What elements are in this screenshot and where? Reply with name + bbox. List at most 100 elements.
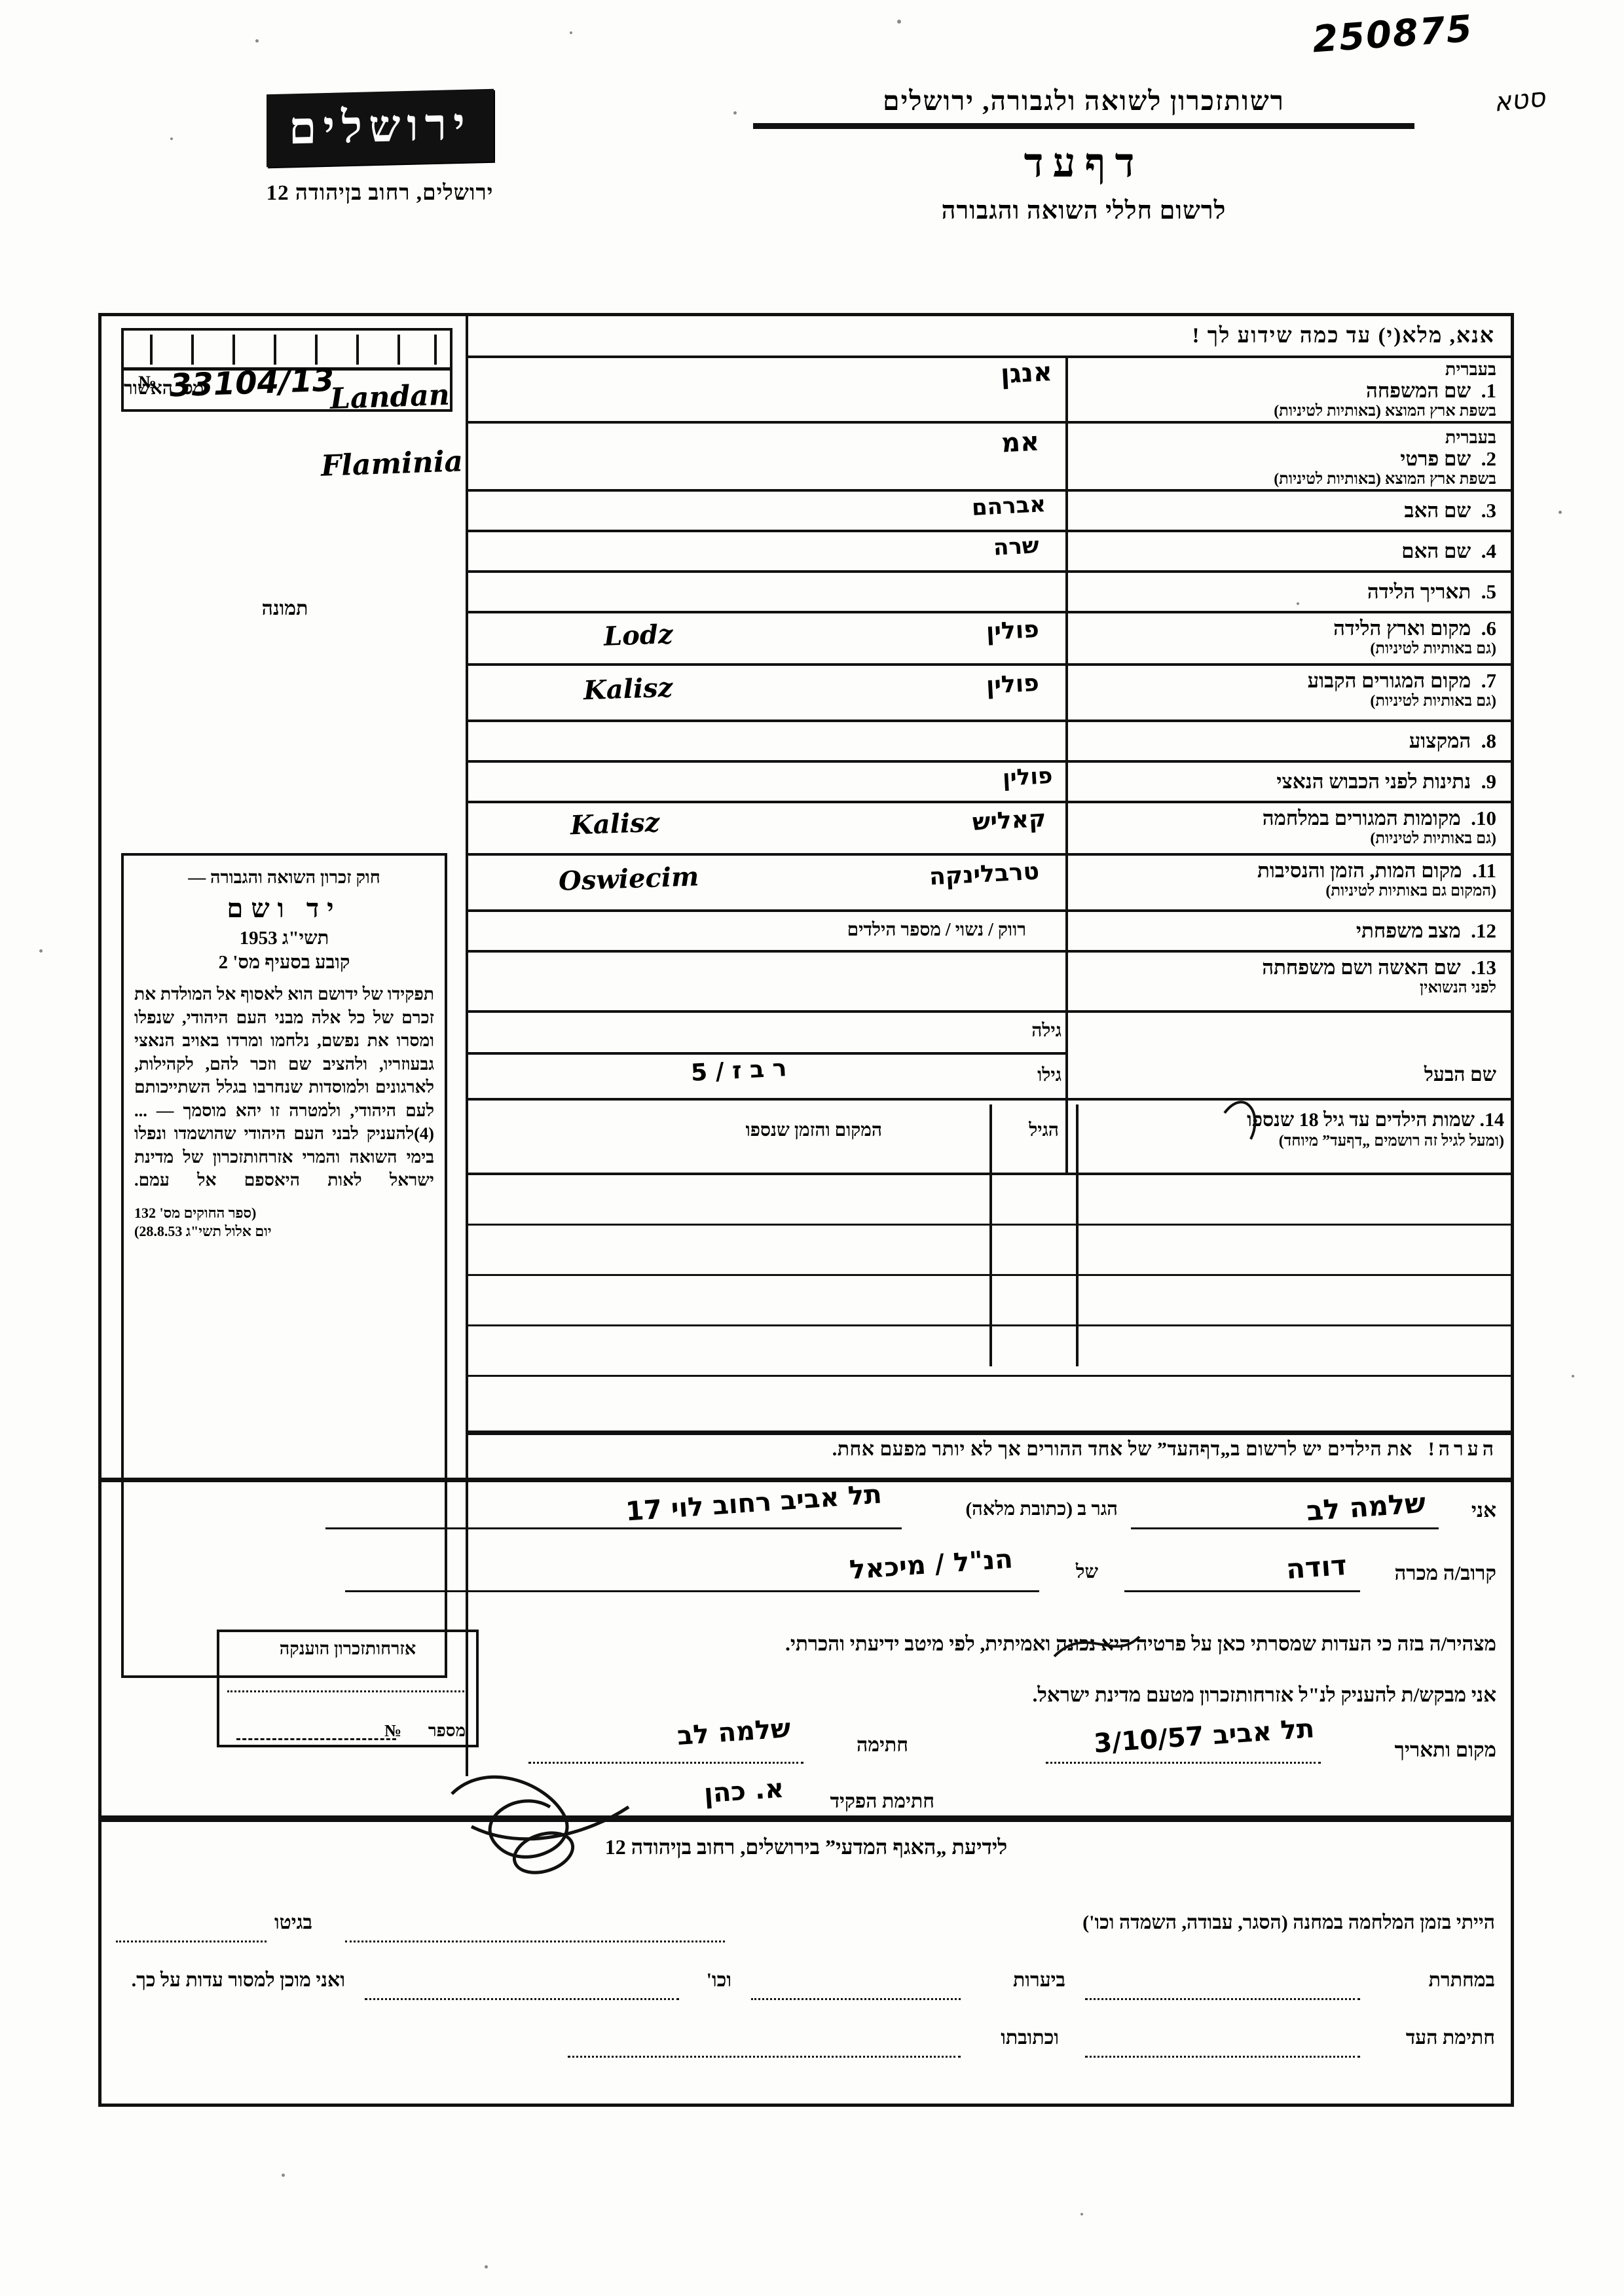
answer-row-3[interactable]: אברהם: [468, 491, 1065, 532]
underground-label: במחתרת: [1428, 1969, 1495, 1991]
underground-line[interactable]: במחתרת ביערות וכו' ואני מוכן למסור עדות …: [101, 1963, 1511, 2020]
clerk-signature-handwritten: א. כהן: [703, 1773, 785, 1810]
field-row-12[interactable]: 12. מצב משפחתי: [1065, 912, 1511, 953]
answer-row-11[interactable]: טרבלינקה Oswiecim: [468, 856, 1065, 912]
answer-row-1[interactable]: אנגן Landan: [329, 355, 1065, 424]
gila-label: גילה: [1031, 1021, 1061, 1041]
answer-row-12[interactable]: רווק / נשוי / מספר הילדים: [468, 912, 1065, 953]
title-block: רשות­זכרון לשואה ולגבורה, ירושלים דף­עד …: [707, 85, 1460, 225]
header-divider: [753, 123, 1414, 129]
note-divider-top: [468, 1430, 1511, 1435]
ghetto-label: בגיטו: [274, 1912, 312, 1933]
answer-row-2[interactable]: אמ Flaminia: [320, 424, 1065, 492]
bottom-section-divider: [101, 1815, 1511, 1822]
field-10-label: 10. מקומות המגורים במלחמה: [1262, 807, 1496, 829]
answer-10-latin: Kalisz: [569, 807, 660, 841]
field-row-9[interactable]: 9. נתינות לפני הכבוש הנאצי: [1065, 763, 1511, 803]
answer-4-hebrew: שרה: [993, 532, 1040, 561]
field-5-label: 5. תאריך הלידה: [1367, 580, 1496, 603]
declaration-block: אני שלמה לב הגר ב (כתובת מלאה) תל אביב ר…: [101, 1479, 1511, 1832]
spouse-handwritten: ר ב ז / 5: [690, 1055, 787, 1087]
answer-column: אנגן Landan אמ Flaminia אברהם שרה פולין …: [320, 355, 1065, 1006]
signature-label: חתימה: [857, 1734, 908, 1756]
law-year: תשי"ג 1953: [239, 928, 329, 949]
field-row-11[interactable]: 11. מקום המות, הזמן והנסיבות (המקום גם ב…: [1065, 856, 1511, 912]
field-row-10[interactable]: 10. מקומות המגורים במלחמה (גם באותיות לט…: [1065, 803, 1511, 856]
page-subtitle: לרשום חללי השואה והגבורה: [941, 197, 1227, 225]
field-row-2[interactable]: בעברית 2. שם פרטי בשפת ארץ המוצא (באותיו…: [1065, 424, 1511, 492]
bottom-section: לידיעת „האגף המדעי” בירושלים, רחוב בן­יה…: [101, 1835, 1511, 2078]
answer-2-latin: Flaminia: [320, 445, 464, 483]
witness-signature-label: חתימת העד: [1405, 2027, 1495, 2049]
law-text-box: חוק זכרון השואה והגבורה — יד ושם תשי"ג 1…: [121, 853, 447, 1678]
answer-2-hebrew: אמ: [1000, 426, 1041, 459]
field-row-7[interactable]: 7. מקום המגורים הקבוע (גם באותיות לטיניו…: [1065, 666, 1511, 722]
answer-row-9[interactable]: פולין: [468, 763, 1065, 803]
label-column-divider: [1065, 355, 1068, 1174]
field-4-label: 4. שם האם: [1401, 539, 1496, 562]
etc-label: וכו': [706, 1969, 731, 1991]
children-col-divider-2: [989, 1104, 992, 1366]
gila-cell[interactable]: גילה: [468, 1013, 1068, 1052]
law-section: קובע בסעיף מס' 2: [218, 952, 350, 973]
answer-1-hebrew: אנגן: [999, 356, 1054, 390]
table-row[interactable]: [468, 1326, 1511, 1377]
table-row[interactable]: [468, 1377, 1511, 1413]
witness-signature-line[interactable]: חתימת העד וכתובתו: [101, 2020, 1511, 2078]
answer-row-4[interactable]: שרה: [468, 532, 1065, 573]
field-row-13[interactable]: 13. שם האשה ושם משפחתה לפני הנשואין: [1065, 953, 1511, 1006]
field-row-6[interactable]: 6. מקום וארץ הלידה (גם באותיות לטיניות): [1065, 613, 1511, 666]
banner-divider: [468, 355, 1511, 358]
answer-6-hebrew: פולין: [986, 615, 1041, 646]
children-col-divider-1: [1076, 1104, 1079, 1366]
answer-row-8[interactable]: [468, 722, 1065, 763]
field-row-8[interactable]: 8. המקצוע: [1065, 722, 1511, 763]
address-handwritten: תל אביב רחוב לוי 17: [624, 1479, 883, 1527]
children-subtitle: (ומעל לגיל זה רושמים „דף­עד” מיוחד): [1278, 1133, 1504, 1150]
field-row-4[interactable]: 4. שם האם: [1065, 532, 1511, 573]
field-row-5[interactable]: 5. תאריך הלידה: [1065, 573, 1511, 613]
field-2-hebrew-tag: בעברית: [1445, 428, 1496, 447]
answer-row-7[interactable]: פולין Kalisz: [468, 666, 1065, 722]
field-7-label: 7. מקום המגורים הקבוע: [1307, 669, 1496, 692]
clerk-signature-line[interactable]: חתימת הפקיד א. כהן: [101, 1774, 1511, 1832]
answer-6-latin: Lodz: [602, 619, 673, 652]
field-1-label: 1. שם המשפחה: [1366, 379, 1496, 402]
answer-row-6[interactable]: פולין Lodz: [468, 613, 1065, 666]
children-title: 14. שמות הילדים עד גיל 18 שנספו (ומעל לג…: [1079, 1108, 1504, 1151]
number-symbol: №: [138, 373, 157, 393]
field-1-hebrew-tag: בעברית: [1445, 359, 1496, 379]
answer-11-latin: Oswiecim: [557, 861, 699, 897]
field-row-3[interactable]: 3. שם האב: [1065, 492, 1511, 532]
citizenship-number-symbol: №: [384, 1721, 402, 1740]
answer-1-latin: Landan: [329, 378, 451, 416]
page-title: דף­עד: [1024, 141, 1144, 186]
camp-line[interactable]: הייתי בזמן המלחמה במחנה (הסגר, עבודה, הש…: [101, 1905, 1511, 1963]
field-3-label: 3. שם האב: [1404, 499, 1496, 522]
relation-line[interactable]: קרוב/ה מכרה דודה של הנ"ל / מיכאל: [101, 1544, 1511, 1610]
gilo-cell[interactable]: גילו ר ב ז / 5: [468, 1055, 1068, 1098]
answer-10-hebrew: קאליש: [971, 805, 1046, 836]
relation-handwritten: דודה: [1285, 1548, 1348, 1586]
bottom-section-title: לידיעת „האגף המדעי” בירושלים, רחוב בן­יה…: [604, 1835, 1008, 1859]
signature-line[interactable]: מקום ותאריך תל אביב 3/10/57 חתימה שלמה ל…: [101, 1713, 1511, 1787]
photo-placeholder-label: תמונה: [261, 598, 308, 619]
answer-row-5[interactable]: [468, 573, 1065, 613]
form-frame: אנא, מלא(י) עד כמה שידוע לך ! מס' האש: [98, 313, 1514, 2107]
spouse-label-cell: שם הבעל: [1068, 1052, 1511, 1098]
field-row-1[interactable]: בעברית 1. שם המשפחה בשפת ארץ המוצא (באות…: [1065, 355, 1511, 424]
logo-block: ירושלים ירושלים, רחוב בן­יהודה 12: [131, 88, 629, 206]
consent-text: ואני מוכן למסור עדות על כך.: [131, 1969, 345, 1991]
answer-3-hebrew: אברהם: [971, 491, 1046, 521]
answer-row-10[interactable]: קאליש Kalisz: [468, 803, 1065, 856]
field-12-label: 12. מצב משפחתי: [1356, 919, 1496, 942]
declarant-line[interactable]: אני שלמה לב הגר ב (כתובת מלאה) תל אביב ר…: [101, 1479, 1511, 1547]
answer-row-13[interactable]: [468, 953, 1065, 1006]
law-body-text: תפקידו של יד­ושם הוא לאסוף אל המולדת את …: [134, 984, 434, 1190]
citizenship-title: אזרחות­זכרון הוענקה: [279, 1639, 416, 1658]
field-13-sublabel: לפני הנשואין: [1420, 979, 1496, 996]
approval-label: מס' האשור: [124, 378, 204, 399]
field-8-label: 8. המקצוע: [1409, 729, 1496, 752]
approval-number-handwritten: 33104/13: [169, 361, 335, 405]
citizenship-number-label: מספר: [428, 1721, 466, 1740]
